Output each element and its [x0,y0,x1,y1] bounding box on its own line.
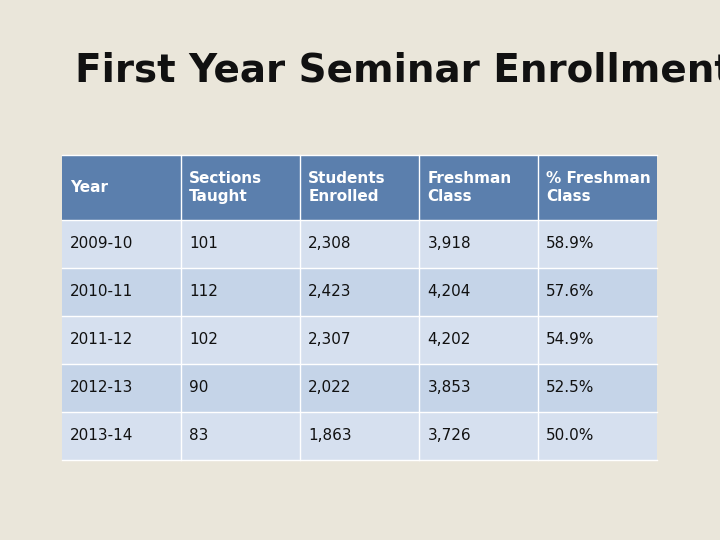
FancyBboxPatch shape [62,155,181,220]
FancyBboxPatch shape [62,220,181,268]
FancyBboxPatch shape [62,412,181,460]
Text: 101: 101 [189,237,218,252]
Text: Sections
Taught: Sections Taught [189,171,263,204]
FancyBboxPatch shape [419,268,538,316]
Text: 2009-10: 2009-10 [71,237,134,252]
Text: 102: 102 [189,333,218,348]
Text: 2013-14: 2013-14 [71,429,134,443]
Text: 2,307: 2,307 [308,333,352,348]
FancyBboxPatch shape [62,364,181,412]
FancyBboxPatch shape [538,220,657,268]
Text: 52.5%: 52.5% [546,381,595,395]
Text: 2011-12: 2011-12 [71,333,134,348]
Text: 2010-11: 2010-11 [71,285,134,300]
Text: 112: 112 [189,285,218,300]
FancyBboxPatch shape [300,220,419,268]
FancyBboxPatch shape [538,412,657,460]
Text: 57.6%: 57.6% [546,285,595,300]
Text: Students
Enrolled: Students Enrolled [308,171,386,204]
FancyBboxPatch shape [181,316,300,364]
FancyBboxPatch shape [538,155,657,220]
FancyBboxPatch shape [300,364,419,412]
FancyBboxPatch shape [300,412,419,460]
Text: First Year Seminar Enrollment: First Year Seminar Enrollment [75,52,720,90]
FancyBboxPatch shape [538,316,657,364]
FancyBboxPatch shape [181,412,300,460]
FancyBboxPatch shape [181,155,300,220]
Text: Freshman
Class: Freshman Class [428,171,512,204]
FancyBboxPatch shape [300,155,419,220]
FancyBboxPatch shape [181,364,300,412]
Text: 58.9%: 58.9% [546,237,595,252]
FancyBboxPatch shape [538,364,657,412]
Text: % Freshman
Class: % Freshman Class [546,171,651,204]
Text: 2,022: 2,022 [308,381,351,395]
FancyBboxPatch shape [538,268,657,316]
FancyBboxPatch shape [62,316,181,364]
FancyBboxPatch shape [62,268,181,316]
Text: 3,853: 3,853 [428,381,471,395]
Text: 4,204: 4,204 [428,285,471,300]
Text: 3,918: 3,918 [428,237,471,252]
FancyBboxPatch shape [419,155,538,220]
FancyBboxPatch shape [419,412,538,460]
FancyBboxPatch shape [181,220,300,268]
Text: 54.9%: 54.9% [546,333,595,348]
Text: 50.0%: 50.0% [546,429,595,443]
Text: 2012-13: 2012-13 [71,381,134,395]
FancyBboxPatch shape [419,220,538,268]
Text: 2,423: 2,423 [308,285,352,300]
Text: 2,308: 2,308 [308,237,352,252]
FancyBboxPatch shape [300,268,419,316]
Text: 83: 83 [189,429,209,443]
Text: 3,726: 3,726 [428,429,471,443]
Text: Year: Year [71,180,108,195]
Text: 4,202: 4,202 [428,333,471,348]
FancyBboxPatch shape [300,316,419,364]
FancyBboxPatch shape [419,316,538,364]
Text: 1,863: 1,863 [308,429,352,443]
FancyBboxPatch shape [181,268,300,316]
Text: 90: 90 [189,381,209,395]
FancyBboxPatch shape [419,364,538,412]
